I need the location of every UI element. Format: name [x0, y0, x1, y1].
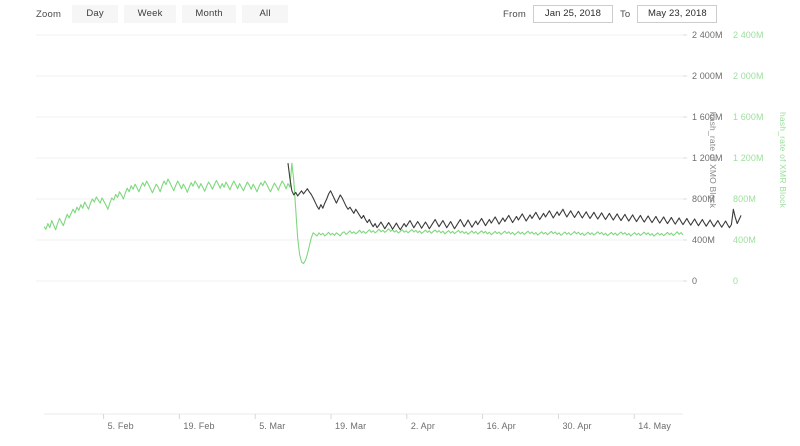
y-axis-right: 0 400M 800M 1 200M 1 600M 2 000M 2 400M [733, 30, 764, 286]
gridlines [36, 34, 683, 282]
x-tick-label: 19. Feb [183, 421, 214, 431]
chart-toolbar: Zoom Day Week Month All From Jan 25, 201… [0, 0, 800, 30]
x-tick-label: 5. Feb [108, 421, 134, 431]
to-date-input[interactable]: May 23, 2018 [637, 5, 718, 23]
x-tick-label: 19. Mar [335, 421, 366, 431]
y-tick-label-left: 800M [692, 194, 715, 204]
date-range-group: From Jan 25, 2018 To May 23, 2018 [503, 5, 718, 23]
zoom-button-week[interactable]: Week [124, 5, 177, 23]
series-line-xmr [43, 162, 684, 265]
zoom-control-group: Zoom Day Week Month All [36, 5, 294, 23]
y-axis-right-title: hash_rate of XMR Block [778, 112, 788, 209]
y-axis-left: 0 400M 800M 1 200M 1 600M 2 000M 2 400M [683, 30, 723, 286]
zoom-label: Zoom [36, 8, 62, 20]
plot-area [43, 162, 742, 265]
y-tick-label-right: 0 [733, 276, 738, 286]
y-tick-label-left: 2 000M [692, 71, 723, 81]
zoom-button-month[interactable]: Month [182, 5, 237, 23]
series-line-xmo [287, 163, 742, 231]
from-date-input[interactable]: Jan 25, 2018 [532, 5, 613, 23]
x-tick-label: 30. Apr [562, 421, 591, 431]
from-label: From [503, 8, 526, 20]
y-tick-label-left: 400M [692, 235, 715, 245]
y-tick-label-right: 400M [733, 235, 756, 245]
y-tick-label-right: 2 400M [733, 30, 764, 40]
x-tick-label: 14. May [638, 421, 671, 431]
zoom-button-all[interactable]: All [242, 5, 289, 23]
y-tick-label-left: 2 400M [692, 30, 723, 40]
y-axis-left-title: hash_rate of XMO Block [708, 112, 718, 209]
x-tick-label: 5. Mar [259, 421, 285, 431]
y-tick-label-left: 0 [692, 276, 697, 286]
zoom-button-day[interactable]: Day [72, 5, 119, 23]
y-tick-label-right: 1 200M [733, 153, 764, 163]
y-tick-label-right: 2 000M [733, 71, 764, 81]
x-tick-label: 2. Apr [411, 421, 435, 431]
x-axis: 5. Feb 19. Feb 5. Mar 19. Mar 2. Apr 16. Apr 3… [44, 413, 683, 431]
y-tick-label-right: 1 600M [733, 112, 764, 122]
x-tick-label: 16. Apr [487, 421, 516, 431]
to-label: To [619, 8, 631, 20]
y-tick-label-left: 1 600M [692, 112, 723, 122]
y-tick-label-left: 1 200M [692, 153, 723, 163]
y-tick-label-right: 800M [733, 194, 756, 204]
